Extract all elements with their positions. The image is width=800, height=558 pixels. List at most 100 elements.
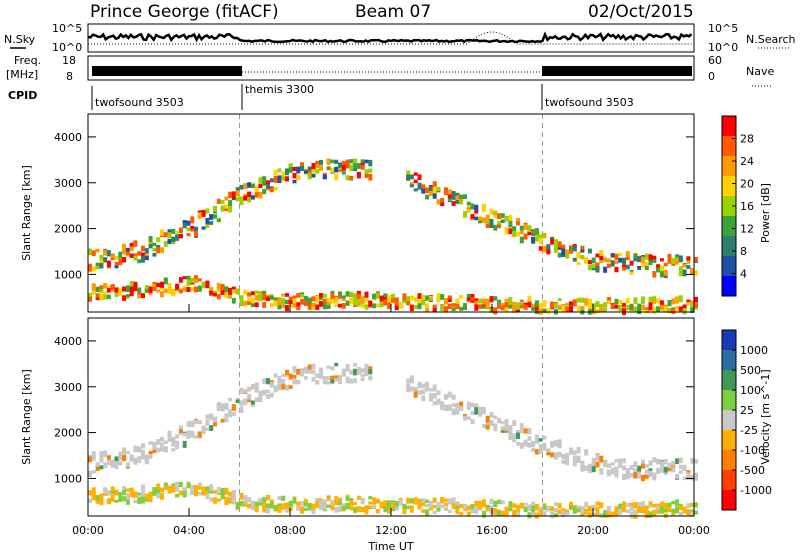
echo-cell — [148, 441, 153, 445]
echo-cell — [338, 291, 342, 296]
echo-cell — [474, 407, 479, 411]
echo-cell — [572, 460, 577, 467]
echo-cell — [622, 267, 626, 271]
echo-cell — [144, 287, 149, 293]
echo-cell — [587, 467, 592, 471]
echo-cell — [644, 512, 649, 519]
echo-cell — [372, 502, 377, 509]
echo-cell — [565, 453, 570, 459]
echo-cell — [527, 295, 532, 303]
echo-cell — [182, 491, 187, 498]
echo-cell — [591, 303, 596, 310]
velocity-colorbar-tick-label: 25 — [740, 404, 754, 417]
echo-cell — [288, 500, 293, 506]
echo-cell — [534, 449, 539, 455]
echo-cell — [239, 387, 244, 395]
echo-cell — [375, 292, 380, 299]
echo-cell — [341, 295, 346, 299]
echo-cell — [440, 202, 445, 207]
echo-cell — [625, 256, 630, 261]
echo-cell — [213, 422, 217, 427]
echo-cell — [118, 492, 123, 496]
echo-cell — [497, 213, 502, 220]
echo-cell — [565, 252, 570, 259]
echo-cell — [360, 159, 365, 163]
echo-cell — [129, 455, 134, 462]
echo-cell — [690, 457, 695, 464]
echo-cell — [254, 382, 259, 388]
echo-cell — [504, 510, 509, 516]
velocity-colorbar-swatch — [722, 330, 736, 351]
echo-cell — [247, 399, 252, 403]
echo-cell — [349, 370, 354, 374]
echo-cell — [110, 254, 115, 259]
echo-cell — [523, 440, 528, 444]
echo-cell — [91, 290, 96, 295]
echo-cell — [644, 262, 649, 266]
echo-cell — [106, 490, 111, 496]
echo-cell — [137, 292, 142, 296]
echo-cell — [372, 303, 377, 309]
echo-cell — [182, 276, 187, 280]
echo-cell — [125, 498, 130, 505]
echo-cell — [250, 500, 255, 507]
echo-cell — [633, 471, 638, 479]
echo-cell — [303, 366, 308, 374]
echo-cell — [311, 173, 316, 178]
echo-cell — [569, 305, 573, 312]
velocity-colorbar-label: Velocity [m s^-1] — [759, 369, 772, 464]
echo-cell — [599, 253, 604, 260]
echo-cell — [478, 504, 483, 510]
echo-cell — [201, 209, 206, 215]
echo-cell — [591, 512, 596, 517]
echo-cell — [421, 389, 426, 395]
echo-cell — [91, 487, 96, 495]
echo-cell — [228, 288, 233, 295]
echo-cell — [694, 510, 698, 515]
echo-cell — [95, 262, 100, 267]
echo-cell — [595, 512, 600, 517]
echo-cell — [228, 397, 233, 402]
echo-cell — [273, 297, 278, 302]
echo-cell — [591, 264, 596, 269]
echo-cell — [550, 511, 555, 519]
echo-cell — [425, 504, 430, 508]
echo-cell — [675, 254, 680, 260]
echo-cell — [88, 498, 92, 503]
echo-cell — [656, 298, 661, 304]
echo-cell — [553, 508, 558, 513]
echo-cell — [504, 419, 509, 424]
echo-cell — [273, 385, 278, 392]
echo-cell — [296, 292, 301, 298]
echo-cell — [459, 511, 464, 515]
echo-cell — [133, 281, 138, 288]
echo-cell — [519, 236, 524, 244]
echo-cell — [603, 303, 608, 308]
velocity-colorbar-swatch — [722, 350, 736, 371]
echo-cell — [171, 437, 176, 443]
echo-cell — [338, 497, 342, 502]
echo-cell — [239, 406, 244, 413]
echo-cell — [118, 451, 123, 457]
echo-cell — [553, 502, 558, 506]
echo-cell — [428, 500, 433, 504]
echo-cell — [690, 511, 695, 517]
echo-cell — [353, 298, 358, 306]
echo-cell — [114, 287, 119, 293]
echo-cell — [686, 510, 691, 515]
echo-cell — [587, 248, 592, 254]
echo-cell — [519, 225, 524, 231]
echo-cell — [606, 513, 611, 518]
echo-cell — [637, 303, 642, 309]
echo-cell — [319, 159, 323, 164]
echo-cell — [648, 296, 653, 303]
echo-cell — [292, 374, 297, 381]
echo-cell — [428, 297, 433, 301]
echo-cell — [409, 295, 414, 301]
power-colorbar-swatch — [722, 136, 736, 157]
echo-cell — [504, 226, 509, 232]
echo-cell — [197, 482, 202, 487]
echo-cell — [606, 300, 611, 304]
echo-cell — [682, 464, 687, 469]
x-axis-ticks: 00:00 04:00 08:00 12:00 16:00 20:00 00:00 — [72, 304, 710, 537]
